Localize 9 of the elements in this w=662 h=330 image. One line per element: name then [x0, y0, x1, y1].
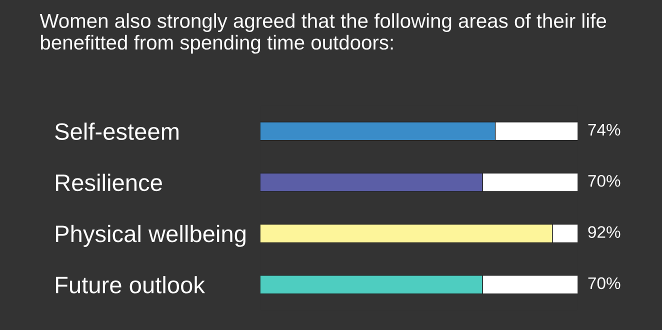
y-tick-label: Future outlook [56, 276, 206, 294]
data-label: 92% [588, 226, 620, 238]
data-label: 70% [588, 174, 620, 187]
data-label: 74% [588, 124, 620, 136]
y-tick-label: Self-esteem [55, 122, 178, 140]
y-tick-label: Resilience [56, 174, 162, 192]
y-tick-label: Physical wellbeing [56, 224, 246, 247]
chart-title: Women also strongly agreed that the following areas of their life benefitted from spending time outdoors: [40, 13, 606, 54]
data-label: 70% [588, 277, 620, 290]
